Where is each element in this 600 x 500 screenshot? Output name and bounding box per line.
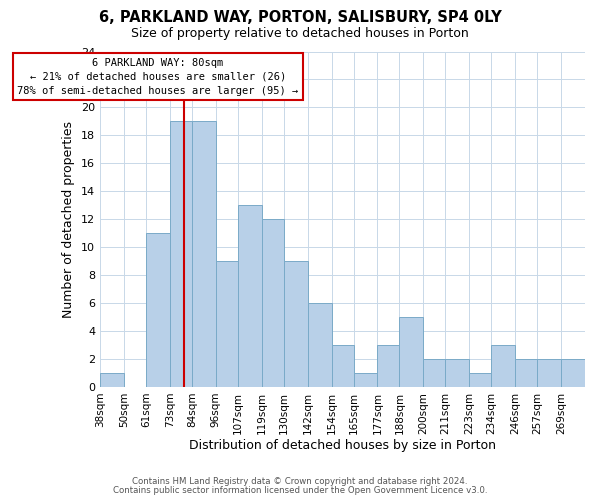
Bar <box>515 359 537 387</box>
Bar <box>537 359 561 387</box>
Bar <box>377 345 400 387</box>
Bar <box>308 303 332 387</box>
Bar <box>491 345 515 387</box>
Bar <box>216 261 238 387</box>
Bar <box>424 359 445 387</box>
Bar <box>238 206 262 387</box>
X-axis label: Distribution of detached houses by size in Porton: Distribution of detached houses by size … <box>189 440 496 452</box>
Y-axis label: Number of detached properties: Number of detached properties <box>62 120 76 318</box>
Text: 6, PARKLAND WAY, PORTON, SALISBURY, SP4 0LY: 6, PARKLAND WAY, PORTON, SALISBURY, SP4 … <box>98 10 502 25</box>
Bar <box>353 373 377 387</box>
Bar <box>400 317 424 387</box>
Bar <box>445 359 469 387</box>
Bar <box>146 233 170 387</box>
Bar <box>332 345 353 387</box>
Text: Size of property relative to detached houses in Porton: Size of property relative to detached ho… <box>131 28 469 40</box>
Bar <box>262 219 284 387</box>
Text: Contains public sector information licensed under the Open Government Licence v3: Contains public sector information licen… <box>113 486 487 495</box>
Bar <box>100 373 124 387</box>
Text: 6 PARKLAND WAY: 80sqm
← 21% of detached houses are smaller (26)
78% of semi-deta: 6 PARKLAND WAY: 80sqm ← 21% of detached … <box>17 58 299 96</box>
Bar <box>561 359 585 387</box>
Bar <box>170 122 192 387</box>
Bar <box>284 261 308 387</box>
Bar <box>469 373 491 387</box>
Text: Contains HM Land Registry data © Crown copyright and database right 2024.: Contains HM Land Registry data © Crown c… <box>132 477 468 486</box>
Bar <box>192 122 216 387</box>
